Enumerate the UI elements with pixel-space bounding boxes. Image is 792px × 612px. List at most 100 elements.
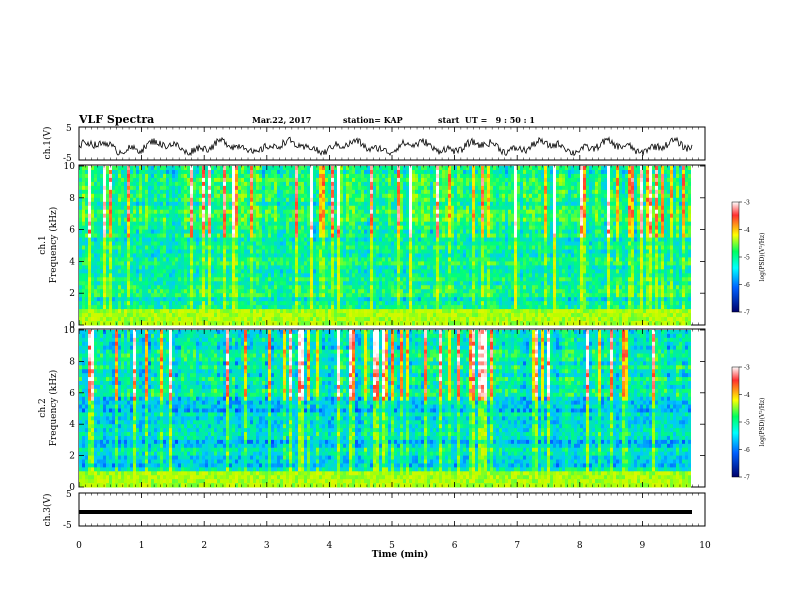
spectrogram-cell <box>178 198 181 202</box>
spectrogram-cell <box>184 190 187 194</box>
spectrogram-cell <box>145 289 148 293</box>
spectrogram-cell <box>184 218 187 222</box>
spectrogram-cell <box>205 218 208 222</box>
spectrogram-cell <box>163 166 166 170</box>
spectrogram-cell <box>181 190 184 194</box>
spectrogram-cell <box>94 257 97 261</box>
spectrogram-cell <box>235 317 238 321</box>
spectrogram-cell <box>112 210 115 214</box>
spectrogram-cell <box>79 301 82 305</box>
spectrogram-cell <box>136 186 139 190</box>
spectrogram-cell <box>247 317 250 321</box>
spectrogram-cell <box>130 313 133 317</box>
spectrogram-cell <box>85 269 88 273</box>
spectrogram-cell <box>85 289 88 293</box>
spectrogram-cell <box>106 285 109 289</box>
spectrogram-cell <box>85 194 88 198</box>
spectrogram-cell <box>124 190 127 194</box>
spectrogram-cell <box>100 166 103 170</box>
spectrogram-cell <box>115 174 118 178</box>
spectrogram-cell <box>184 178 187 182</box>
spectrogram-cell <box>103 261 106 265</box>
spectrogram-cell <box>184 198 187 202</box>
spectrogram-cell <box>238 277 241 281</box>
spectrogram-cell <box>226 230 229 234</box>
spectrogram-cell <box>184 313 187 317</box>
spectrogram-cell <box>208 190 211 194</box>
spectrogram-cell <box>133 313 136 317</box>
spectrogram-cell <box>133 186 136 190</box>
spectrogram-cell <box>94 261 97 265</box>
spectrogram-cell <box>259 210 262 214</box>
spectrogram-cell <box>157 210 160 214</box>
spectrogram-cell <box>154 186 157 190</box>
spectrogram-cell <box>250 234 253 238</box>
spectrogram-cell <box>103 246 106 250</box>
spectrogram-cell <box>136 246 139 250</box>
spectrogram-cell <box>241 309 244 313</box>
spectrogram-cell <box>118 285 121 289</box>
spectrogram-cell <box>145 226 148 230</box>
spectrogram-cell <box>238 170 241 174</box>
spectrogram-cell <box>88 317 91 321</box>
spectrogram-cell <box>220 174 223 178</box>
spectrogram-cell <box>157 166 160 170</box>
spectrogram-cell <box>259 234 262 238</box>
spectrogram-cell <box>226 210 229 214</box>
spectrogram-cell <box>253 273 256 277</box>
spectrogram-cell <box>151 285 154 289</box>
spectrogram-cell <box>106 313 109 317</box>
spectrogram-cell <box>112 269 115 273</box>
spectrogram-cell <box>256 178 259 182</box>
spectrogram-cell <box>184 277 187 281</box>
spectrogram-cell <box>163 261 166 265</box>
spectrogram-cell <box>202 261 205 265</box>
spectrogram-cell <box>121 174 124 178</box>
spectrogram-cell <box>151 242 154 246</box>
spectrogram-cell <box>187 230 190 234</box>
spectrogram-cell <box>121 214 124 218</box>
spectrogram-cell <box>217 249 220 253</box>
spectrogram-cell <box>199 190 202 194</box>
spectrogram-cell <box>85 249 88 253</box>
spectrogram-cell <box>148 210 151 214</box>
spectrogram-cell <box>178 202 181 206</box>
spectrogram-cell <box>250 214 253 218</box>
spectrogram-cell <box>136 261 139 265</box>
spectrogram-cell <box>160 317 163 321</box>
spectrogram-cell <box>253 301 256 305</box>
spectrogram-cell <box>94 301 97 305</box>
spectrogram-cell <box>181 249 184 253</box>
spectrogram-cell <box>109 182 112 186</box>
spectrogram-cell <box>100 301 103 305</box>
spectrogram-cell <box>247 194 250 198</box>
spectrogram-cell <box>91 206 94 210</box>
spectrogram-cell <box>88 265 91 269</box>
spectrogram-cell <box>112 253 115 257</box>
spectrogram-cell <box>217 269 220 273</box>
spectrogram-cell <box>127 249 130 253</box>
spectrogram-cell <box>82 178 85 182</box>
spectrogram-cell <box>133 301 136 305</box>
spectrogram-cell <box>187 317 190 321</box>
spectrogram-cell <box>118 222 121 226</box>
spectrogram-cell <box>232 273 235 277</box>
spectrogram-cell <box>178 301 181 305</box>
spectrogram-cell <box>226 317 229 321</box>
spectrogram-cell <box>127 174 130 178</box>
spectrogram-cell <box>211 222 214 226</box>
spectrogram-cell <box>166 198 169 202</box>
spectrogram-cell <box>214 222 217 226</box>
spectrogram-cell <box>175 277 178 281</box>
spectrogram-cell <box>103 210 106 214</box>
spectrogram-cell <box>226 198 229 202</box>
spectrogram-cell <box>106 182 109 186</box>
spectrogram-cell <box>217 214 220 218</box>
spectrogram-cell <box>184 226 187 230</box>
spectrogram-cell <box>100 230 103 234</box>
spectrogram-cell <box>196 281 199 285</box>
spectrogram-cell <box>91 242 94 246</box>
spectrogram-cell <box>130 198 133 202</box>
spectrogram-cell <box>82 277 85 281</box>
spectrogram-cell <box>226 265 229 269</box>
